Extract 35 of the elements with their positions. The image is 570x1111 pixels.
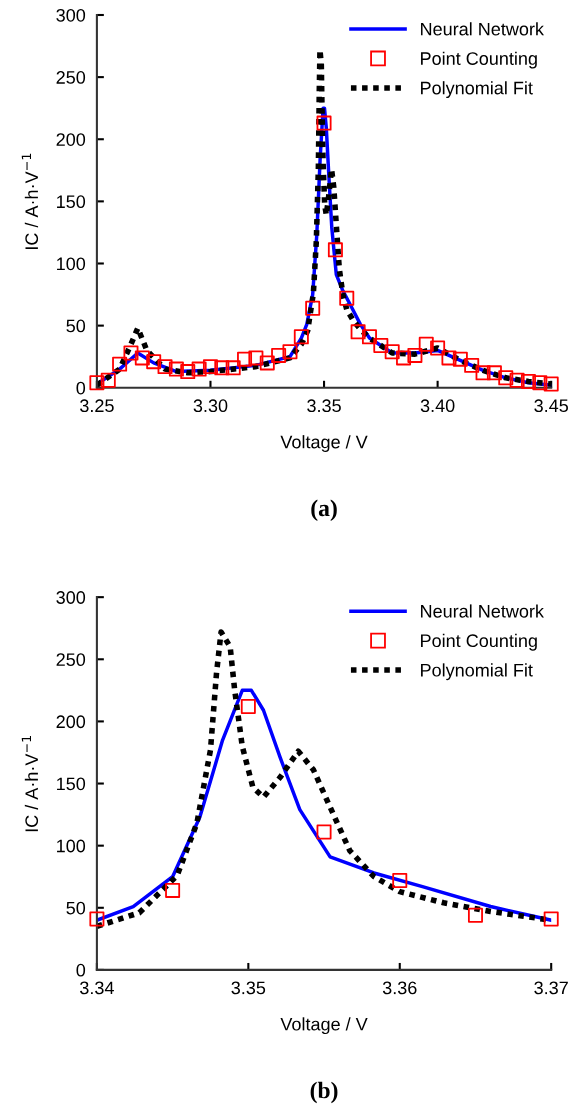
x-axis-title: Voltage / V — [280, 435, 368, 452]
x-tick-label: 3.45 — [534, 399, 569, 413]
y-tick-label: 200 — [56, 133, 86, 146]
y-tick-label: 50 — [66, 319, 86, 333]
x-tick-label: 3.37 — [534, 981, 568, 995]
x-tick-label: 3.34 — [80, 981, 114, 995]
legend-label: Neural Network — [421, 604, 544, 618]
y-tick-label: 300 — [56, 591, 86, 604]
x-tick-label: 3.30 — [193, 399, 228, 413]
y-tick-label: 250 — [56, 71, 86, 84]
x-tick-label: 3.35 — [231, 981, 266, 995]
legend-label: Neural Network — [421, 22, 544, 36]
y-tick-label: 150 — [57, 777, 86, 791]
y-axis-title: IC / A·h·V$^{−1}$ — [21, 735, 39, 832]
y-tick-label: 0 — [76, 381, 86, 395]
legend-label: Point Counting — [421, 633, 537, 651]
text: (a) — [311, 499, 337, 521]
x-axis-title: Voltage / V — [280, 1017, 368, 1035]
legend-label: Polynomial Fit — [421, 81, 533, 98]
legend-label: Polynomial Fit — [421, 663, 533, 681]
y-tick-label: 100 — [57, 839, 86, 853]
y-tick-label: 200 — [56, 715, 86, 729]
y-tick-label: 50 — [66, 901, 86, 915]
y-tick-label: 150 — [57, 195, 86, 209]
y-tick-label: 300 — [56, 8, 86, 22]
x-tick-label: 3.36 — [382, 981, 417, 995]
x-tick-label: 3.40 — [420, 399, 455, 413]
y-tick-label: 250 — [56, 653, 86, 667]
legend-label: Point Counting — [421, 51, 537, 69]
y-axis-title: IC / A·h·V$^{−1}$ — [21, 153, 39, 249]
x-tick-label: 3.35 — [307, 399, 341, 413]
x-tick-label: 3.25 — [80, 399, 114, 413]
text: (b) — [310, 1081, 338, 1104]
y-tick-label: 0 — [76, 963, 86, 977]
y-tick-label: 100 — [57, 257, 86, 271]
